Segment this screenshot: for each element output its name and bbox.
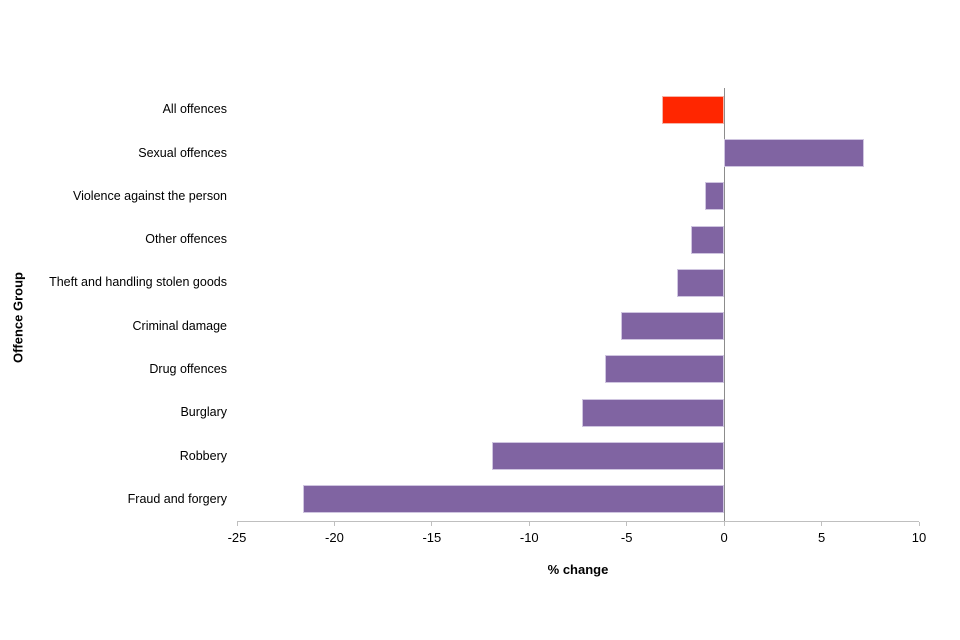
- x-tick-mark: [918, 522, 920, 526]
- x-axis-title: % change: [547, 562, 609, 577]
- bar-all-offences: [661, 95, 725, 124]
- plot-area: -25 -20 -15 -10 -5 0 5 10: [228, 88, 926, 545]
- x-tick-label: -10: [519, 530, 539, 545]
- bar-burglary: [581, 398, 725, 427]
- bar-sexual-offences: [724, 138, 865, 167]
- category-label: Criminal damage: [132, 318, 227, 333]
- category-labels-column: All offences Sexual offences Violence agai…: [0, 88, 227, 521]
- category-label: Robbery: [179, 448, 227, 463]
- x-tick-label: -15: [422, 530, 442, 545]
- bar-robbery: [492, 442, 725, 471]
- category-label: Violence against the person: [72, 188, 227, 203]
- x-tick-label: 0: [720, 530, 728, 545]
- x-tick-mark: [821, 522, 823, 526]
- bar-drug-offences: [605, 355, 725, 384]
- bar-violence-against-the-person: [704, 182, 725, 211]
- x-tick-mark: [333, 522, 335, 526]
- bar-criminal-damage: [620, 312, 725, 341]
- category-label: All offences: [162, 102, 227, 117]
- x-tick-mark: [528, 522, 530, 526]
- category-label: Theft and handling stolen goods: [49, 275, 227, 290]
- x-tick-label: -20: [325, 530, 344, 545]
- x-tick-label: 5: [817, 530, 826, 545]
- x-tick-label: -25: [227, 530, 247, 545]
- zero-baseline: [723, 88, 725, 521]
- x-tick-mark: [431, 522, 433, 526]
- x-tick-mark: [723, 522, 725, 526]
- category-label: Drug offences: [149, 362, 227, 376]
- x-tick-mark: [626, 522, 628, 526]
- bar-theft-and-handling-stolen-goods: [677, 268, 725, 297]
- category-label: Other offences: [145, 232, 227, 247]
- bar-other-offences: [691, 225, 725, 254]
- bar-fraud-and-forgery: [303, 485, 725, 514]
- x-tick-label: -5: [620, 530, 633, 545]
- x-tick-label: 10: [911, 530, 927, 545]
- category-label: Sexual offences: [138, 145, 227, 160]
- category-label: Burglary: [180, 405, 227, 420]
- x-tick-mark: [236, 522, 238, 526]
- category-label: Fraud and forgery: [127, 491, 227, 506]
